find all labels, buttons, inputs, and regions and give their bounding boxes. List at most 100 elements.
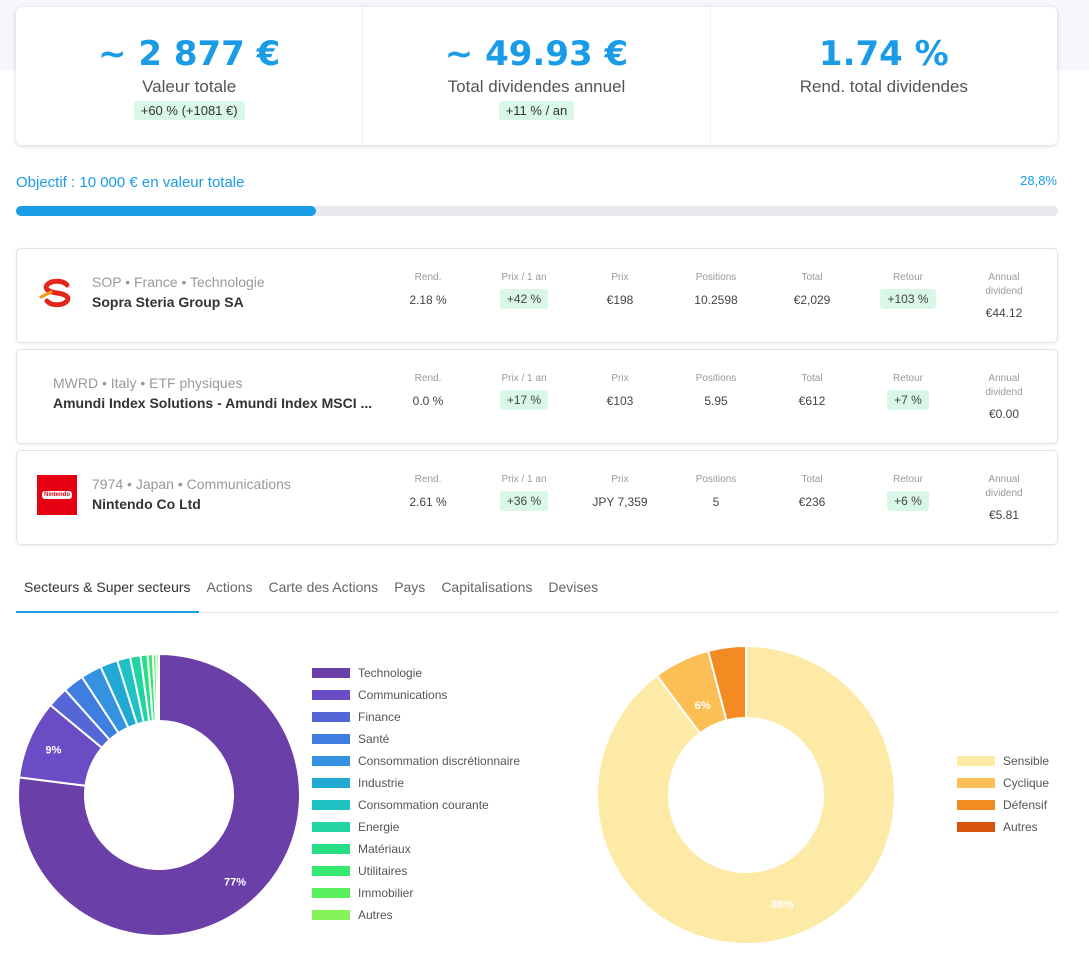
col-prix: Prix €103 xyxy=(575,372,665,408)
col-total: Total €612 xyxy=(767,372,857,408)
col-header: Retour xyxy=(892,474,923,485)
legend-label: Santé xyxy=(358,732,390,746)
chart-tabs: Secteurs & Super secteurs Actions Carte … xyxy=(16,570,1058,613)
goal-progress-fill xyxy=(16,206,317,216)
col-header: Rend. xyxy=(414,272,442,283)
sopra-steria-logo xyxy=(39,278,71,308)
holding-card-amundi[interactable]: MWRD • Italy • ETF physiques Amundi Inde… xyxy=(16,349,1058,444)
goal-progress-bar xyxy=(16,206,1058,216)
retour-value: +103 % xyxy=(880,289,936,309)
col-annual: Annual dividend €44.12 xyxy=(959,271,1049,320)
col-header: Total xyxy=(801,272,823,283)
nintendo-logo-text: Nintendo xyxy=(42,491,72,499)
slice-label-sensible: 88% xyxy=(771,899,793,911)
col-header: Rend. xyxy=(414,373,442,384)
total-value-label: Valeur totale xyxy=(142,77,237,96)
legend-item-energie[interactable]: Energie xyxy=(312,816,520,838)
tab-capitalisations[interactable]: Capitalisations xyxy=(441,579,533,595)
holding-name[interactable]: Amundi Index Solutions - Amundi Index MS… xyxy=(53,395,373,411)
tab-pays[interactable]: Pays xyxy=(394,579,426,595)
holding-name[interactable]: Nintendo Co Ltd xyxy=(92,496,201,512)
slice-technologie[interactable] xyxy=(17,652,301,937)
legend-label: Technologie xyxy=(358,666,423,680)
annual-dividends-amount: ~ 49.93 € xyxy=(444,34,629,74)
legend-swatch xyxy=(312,910,350,920)
legend-label: Autres xyxy=(358,908,393,922)
legend-swatch xyxy=(312,866,350,876)
col-header: Annual xyxy=(988,272,1020,283)
legend-item-finance[interactable]: Finance xyxy=(312,706,520,728)
prix-an-value: +36 % xyxy=(499,491,549,511)
legend-item-sensible[interactable]: Sensible xyxy=(957,750,1049,772)
total-value: €2,029 xyxy=(793,293,831,307)
col-retour: Retour +7 % xyxy=(863,372,953,410)
total-value: €612 xyxy=(798,394,826,408)
legend-swatch xyxy=(957,822,995,832)
legend-swatch xyxy=(312,756,350,766)
legend-item-utilitaires[interactable]: Utilitaires xyxy=(312,860,520,882)
legend-item-autres[interactable]: Autres xyxy=(312,904,520,926)
slice-autres[interactable] xyxy=(155,652,160,723)
summary-card: ~ 2 877 € Valeur totale +60 % (+1081 €) … xyxy=(16,7,1057,145)
slice-defensif[interactable] xyxy=(706,644,747,722)
dividend-yield-label: Rend. total dividendes xyxy=(799,77,968,96)
col-header: Prix / 1 an xyxy=(501,373,547,384)
slice-label-communications: 9% xyxy=(46,744,62,756)
legend-item-consommation-courante[interactable]: Consommation courante xyxy=(312,794,520,816)
col-header: Retour xyxy=(892,272,923,283)
legend-label: Sensible xyxy=(1003,754,1050,768)
holding-card-nintendo[interactable]: Nintendo 7974 • Japan • Communications N… xyxy=(16,450,1058,545)
legend-item-cyclique[interactable]: Cyclique xyxy=(957,772,1049,794)
holding-name[interactable]: Sopra Steria Group SA xyxy=(92,294,244,310)
col-total: Total €236 xyxy=(767,473,857,509)
col-prix: Prix JPY 7,359 xyxy=(575,473,665,509)
supersector-legend: Sensible Cyclique Défensif Autres xyxy=(957,750,1049,838)
annual-dividends-label: Total dividendes annuel xyxy=(447,77,626,96)
slice-label-technologie: 77% xyxy=(224,876,246,888)
legend-item-sante[interactable]: Santé xyxy=(312,728,520,750)
legend-label: Communications xyxy=(358,688,448,702)
tab-actions[interactable]: Actions xyxy=(206,579,253,595)
legend-item-immobilier[interactable]: Immobilier xyxy=(312,882,520,904)
prix-an-value: +42 % xyxy=(499,289,549,309)
goal-percent: 28,8% xyxy=(1020,173,1057,188)
annual-dividends-stat: ~ 49.93 € Total dividendes annuel +11 % … xyxy=(363,7,711,145)
legend-item-autres[interactable]: Autres xyxy=(957,816,1049,838)
col-prix: Prix €198 xyxy=(575,271,665,307)
legend-item-materiaux[interactable]: Matériaux xyxy=(312,838,520,860)
legend-item-consommation-discretionnaire[interactable]: Consommation discrétionnaire xyxy=(312,750,520,772)
slice-label-cyclique: 6% xyxy=(695,700,711,712)
supersector-donut-chart: 88% 6% xyxy=(596,644,896,945)
holding-meta: 7974 • Japan • Communications xyxy=(92,476,291,492)
dividend-yield-stat: 1.74 % Rend. total dividendes xyxy=(711,7,1057,145)
tab-devises[interactable]: Devises xyxy=(548,579,599,595)
legend-item-defensif[interactable]: Défensif xyxy=(957,794,1049,816)
col-header: Retour xyxy=(892,373,923,384)
legend-label: Utilitaires xyxy=(358,864,408,878)
legend-swatch xyxy=(312,844,350,854)
legend-item-industrie[interactable]: Industrie xyxy=(312,772,520,794)
col-header: Prix xyxy=(611,272,629,283)
positions-value: 5.95 xyxy=(704,394,728,408)
col-annual: Annual dividend €0.00 xyxy=(959,372,1049,421)
col-header: Positions xyxy=(695,373,737,384)
tab-secteurs[interactable]: Secteurs & Super secteurs xyxy=(16,570,199,613)
legend-item-technologie[interactable]: Technologie xyxy=(312,662,520,684)
positions-value: 5 xyxy=(712,495,720,509)
legend-label: Consommation courante xyxy=(358,798,489,812)
slice-sensible[interactable] xyxy=(596,644,896,945)
col-header: Rend. xyxy=(414,474,442,485)
col-rend: Rend. 0.0 % xyxy=(383,372,473,408)
col-prix-an: Prix / 1 an +42 % xyxy=(479,271,569,309)
legend-item-communications[interactable]: Communications xyxy=(312,684,520,706)
legend-label: Autres xyxy=(1003,820,1038,834)
rend-value: 0.0 % xyxy=(412,394,444,408)
holding-card-sopra[interactable]: SOP • France • Technologie Sopra Steria … xyxy=(16,248,1058,343)
col-prix-an: Prix / 1 an +36 % xyxy=(479,473,569,511)
prix-value: €103 xyxy=(606,394,634,408)
tab-carte-des-actions[interactable]: Carte des Actions xyxy=(268,579,379,595)
total-value-delta: +60 % (+1081 €) xyxy=(133,101,245,120)
legend-label: Immobilier xyxy=(358,886,414,900)
nintendo-logo: Nintendo xyxy=(37,475,77,515)
col-annual: Annual dividend €5.81 xyxy=(959,473,1049,522)
